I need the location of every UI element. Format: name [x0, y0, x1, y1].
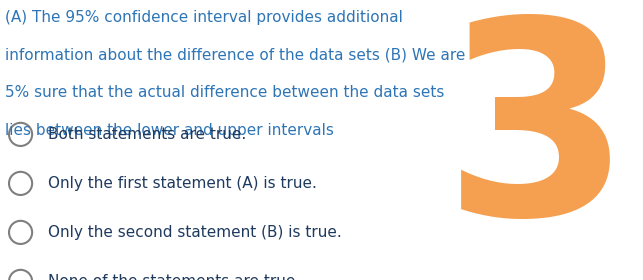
Text: Only the second statement (B) is true.: Only the second statement (B) is true. [48, 225, 342, 240]
Text: None of the statements are true.: None of the statements are true. [48, 274, 300, 280]
Text: 3: 3 [443, 9, 631, 271]
Text: Only the first statement (A) is true.: Only the first statement (A) is true. [48, 176, 317, 191]
Text: Both statements are true.: Both statements are true. [48, 127, 246, 142]
Text: 5% sure that the actual difference between the data sets: 5% sure that the actual difference betwe… [5, 85, 444, 101]
Text: lies between the lower and upper intervals: lies between the lower and upper interva… [5, 123, 334, 138]
Text: information about the difference of the data sets (B) We are: information about the difference of the … [5, 48, 466, 63]
Text: (A) The 95% confidence interval provides additional: (A) The 95% confidence interval provides… [5, 10, 403, 25]
